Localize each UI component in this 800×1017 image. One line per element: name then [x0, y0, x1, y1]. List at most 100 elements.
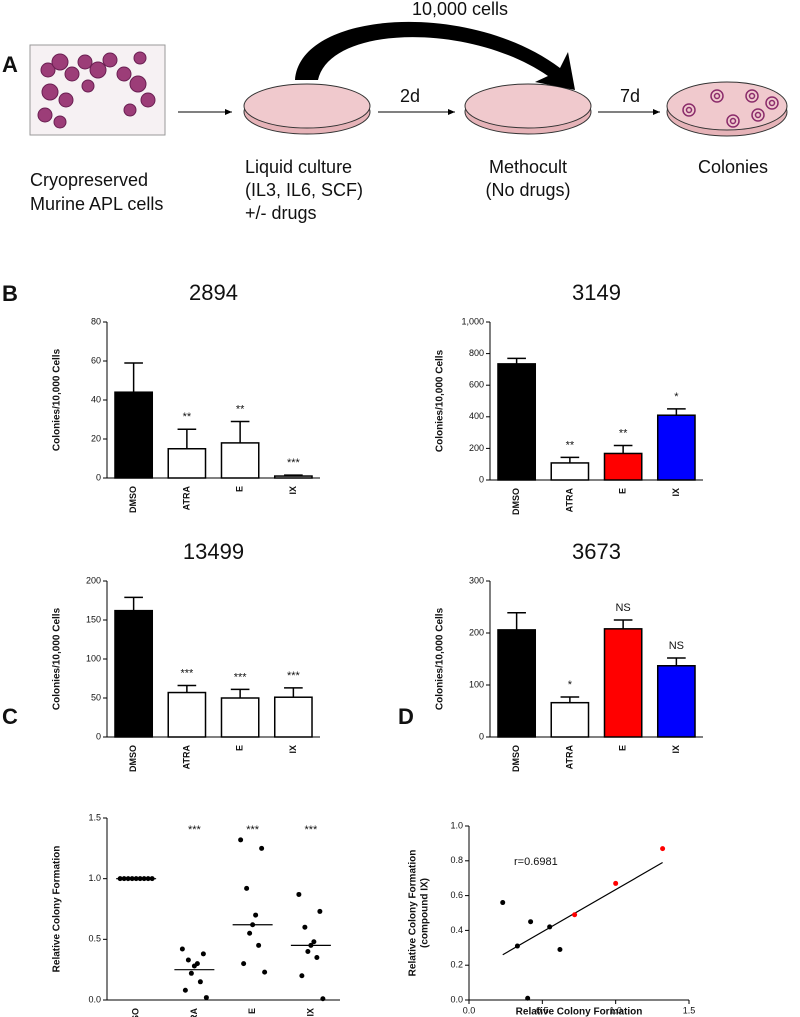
y-tick-label: 1,000 — [461, 316, 484, 326]
y-tick-label: 50 — [91, 692, 101, 702]
cells — [37, 51, 156, 129]
x-tick-label: E — [235, 745, 245, 751]
y-tick-label: 0 — [96, 472, 101, 482]
y-tick-label: 0 — [479, 474, 484, 484]
panel-label: D — [398, 704, 414, 729]
y-axis-label: Colonies/10,000 Cells — [435, 349, 446, 452]
bar — [497, 363, 537, 481]
y-tick-label: 80 — [91, 316, 101, 326]
y-axis-label: Colonies/10,000 Cells — [435, 607, 446, 710]
x-tick-label: IX — [671, 488, 681, 497]
bar — [603, 628, 643, 738]
x-tick-label: 0.5 — [536, 1005, 549, 1015]
bar — [603, 452, 643, 481]
point — [256, 942, 262, 948]
x-tick-label: IX — [305, 1008, 315, 1017]
bar — [220, 442, 260, 479]
point — [320, 996, 326, 1002]
x-tick-label: ATRA — [564, 744, 574, 769]
point — [317, 908, 323, 914]
significance: ** — [236, 403, 245, 415]
significance: *** — [234, 671, 248, 683]
point — [500, 900, 506, 906]
duration: 2d — [400, 86, 420, 106]
y-tick-label: 0 — [96, 731, 101, 741]
step-text: Liquid culture — [245, 157, 352, 177]
y-tick-label: 200 — [86, 575, 101, 585]
point — [514, 943, 520, 949]
step-text: (No drugs) — [485, 180, 570, 200]
x-tick-label: IX — [671, 745, 681, 754]
point — [200, 951, 206, 957]
panel-label: C — [2, 704, 18, 729]
x-tick-label: 1.5 — [683, 1005, 696, 1015]
y-axis-label: (compound IX) — [420, 878, 431, 948]
point — [660, 846, 666, 852]
y-axis-label: Relative Colony Formation — [408, 850, 419, 977]
significance: ** — [183, 411, 192, 423]
x-tick-label: E — [618, 488, 628, 494]
x-tick-label: ATRA — [564, 487, 574, 512]
y-axis-label: Colonies/10,000 Cells — [52, 607, 63, 710]
y-axis-label: Colonies/10,000 Cells — [52, 348, 63, 451]
point — [311, 939, 317, 945]
significance: ** — [566, 439, 575, 451]
y-tick-label: 0 — [479, 731, 484, 741]
significance: ** — [619, 427, 628, 439]
bar — [220, 697, 260, 738]
dish — [666, 81, 788, 137]
x-tick-label: DMSO — [511, 488, 521, 515]
x-tick-label: DMSO — [128, 745, 138, 772]
point — [572, 912, 578, 918]
y-tick-label: 0.5 — [88, 934, 101, 944]
y-tick-label: 0.4 — [450, 925, 463, 935]
x-axis-label: Relative Colony Formation — [516, 1007, 643, 1017]
x-tick-label: DMSO — [131, 1008, 141, 1017]
significance: * — [674, 391, 679, 403]
chart-title: 2894 — [189, 280, 238, 305]
x-tick-label: DMSO — [511, 745, 521, 772]
y-tick-label: 400 — [469, 411, 484, 421]
bar — [114, 391, 154, 479]
bar — [550, 701, 590, 738]
correlation: r=0.6981 — [514, 856, 558, 868]
point — [191, 963, 197, 969]
significance: NS — [669, 640, 684, 652]
point — [238, 837, 244, 843]
point — [305, 948, 311, 954]
y-tick-label: 0.8 — [450, 855, 463, 865]
point — [259, 845, 265, 851]
x-tick-label: E — [247, 1008, 257, 1014]
chart-title: 3149 — [572, 280, 621, 305]
fit-line — [502, 862, 663, 956]
point — [528, 919, 534, 925]
bar — [273, 475, 313, 479]
x-tick-label: E — [235, 486, 245, 492]
dish — [243, 83, 371, 135]
duration: 7d — [620, 86, 640, 106]
step-text: Murine APL cells — [30, 194, 163, 214]
bar — [497, 629, 537, 738]
x-tick-label: 0.0 — [463, 1005, 476, 1015]
y-tick-label: 60 — [91, 355, 101, 365]
y-tick-label: 200 — [469, 443, 484, 453]
bar — [656, 665, 696, 738]
x-tick-label: IX — [288, 486, 298, 495]
step-text: (IL3, IL6, SCF) — [245, 180, 363, 200]
point — [182, 987, 188, 993]
chart-title: 3673 — [572, 539, 621, 564]
significance: *** — [304, 824, 318, 836]
x-tick-label: IX — [288, 745, 298, 754]
bar — [167, 448, 207, 479]
significance: *** — [180, 667, 194, 679]
y-tick-label: 800 — [469, 348, 484, 358]
x-tick-label: ATRA — [181, 744, 191, 769]
y-tick-label: 1.0 — [450, 820, 463, 830]
dish — [464, 83, 592, 135]
y-tick-label: 200 — [469, 627, 484, 637]
step-text: Cryopreserved — [30, 170, 148, 190]
y-tick-label: 20 — [91, 433, 101, 443]
y-tick-label: 1.0 — [88, 873, 101, 883]
point — [188, 970, 194, 976]
